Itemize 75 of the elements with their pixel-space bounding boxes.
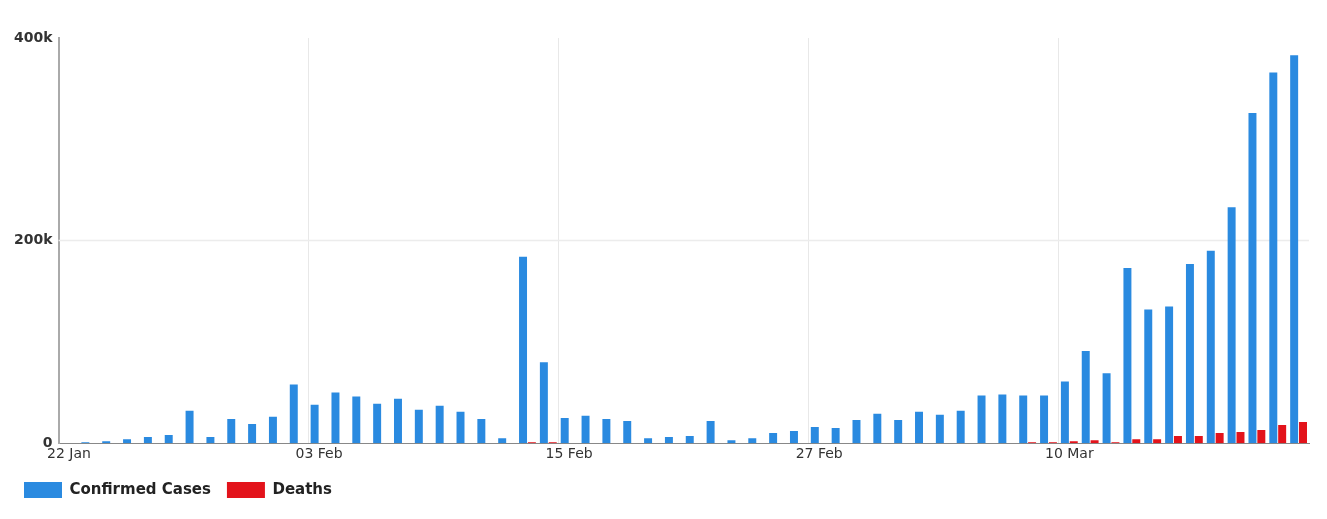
bar [394, 398, 402, 444]
bar [644, 438, 653, 444]
bar [1278, 424, 1287, 444]
bar [289, 384, 298, 444]
bar [873, 413, 882, 444]
bar [248, 423, 257, 444]
bar [706, 420, 715, 444]
bar [789, 431, 798, 444]
bar [164, 435, 173, 444]
bar [1060, 381, 1069, 444]
bar [352, 396, 361, 444]
bar [664, 437, 673, 444]
bar [727, 440, 736, 444]
legend-label: Deaths [272, 479, 333, 498]
bar [498, 438, 507, 444]
bar [1165, 306, 1174, 444]
bar [331, 392, 340, 444]
bar [414, 409, 423, 444]
bar [956, 410, 965, 444]
bar [185, 410, 194, 444]
x-tick-label: 03 Feb [295, 445, 343, 462]
bar [1090, 440, 1099, 444]
bar [1173, 436, 1182, 444]
bar [373, 403, 382, 444]
bar [1299, 421, 1307, 444]
bar [581, 415, 590, 444]
bar [831, 428, 840, 444]
y-tick-label: 400k [13, 28, 54, 45]
bar [1185, 263, 1194, 444]
bar [1236, 432, 1245, 444]
bar [685, 436, 694, 444]
bar [206, 437, 215, 444]
bar [915, 411, 923, 444]
bar [1153, 439, 1162, 444]
bar [1227, 207, 1236, 444]
bar [519, 256, 528, 444]
bar [623, 420, 632, 444]
bar [602, 418, 611, 444]
bar [102, 441, 111, 444]
bar [227, 418, 236, 444]
bar [268, 416, 277, 444]
bar [1081, 351, 1090, 444]
bar [1132, 439, 1141, 444]
bar [810, 426, 819, 444]
bar [1040, 395, 1049, 444]
bar [435, 405, 444, 444]
bar [1257, 430, 1266, 444]
bar [477, 418, 486, 444]
bar [1069, 441, 1078, 444]
bar [1019, 395, 1028, 444]
y-tick-label: 200k [13, 231, 54, 248]
bar [560, 417, 569, 444]
bar [1269, 72, 1278, 444]
bar [998, 394, 1007, 444]
x-tick-label: 15 Feb [545, 445, 593, 462]
bar [1215, 433, 1224, 444]
bar [1248, 112, 1257, 444]
bar [123, 439, 132, 444]
x-tick-label: 27 Feb [795, 445, 843, 462]
bar [748, 438, 757, 444]
bar [1290, 55, 1299, 444]
bar [935, 414, 944, 444]
bar [1194, 436, 1203, 444]
bar [1206, 250, 1215, 444]
bar [310, 404, 319, 444]
bar [769, 433, 778, 444]
bar [1123, 267, 1132, 444]
x-tick-label: 10 Mar [1044, 445, 1094, 462]
bar [1144, 309, 1153, 444]
bar [977, 395, 986, 444]
bar [1102, 373, 1111, 444]
legend-label: Confirmed Cases [69, 479, 211, 498]
bar [894, 419, 903, 444]
bar [539, 362, 548, 444]
bar [143, 437, 152, 444]
